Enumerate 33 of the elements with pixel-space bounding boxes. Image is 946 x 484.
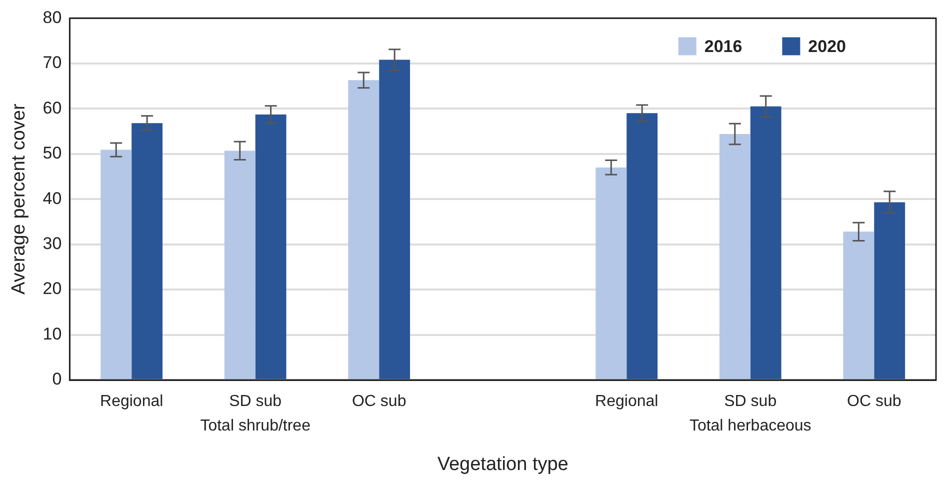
y-tick-label: 10 <box>42 324 62 344</box>
x-tick-label: SD sub <box>229 393 282 410</box>
bar <box>719 134 750 379</box>
bar <box>626 113 658 379</box>
y-tick-label: 20 <box>42 279 62 298</box>
y-tick-label: 40 <box>42 188 62 208</box>
bar <box>255 114 286 379</box>
x-tick-label: Regional <box>595 393 658 410</box>
bar <box>750 106 782 379</box>
y-tick-label: 50 <box>42 144 62 163</box>
x-tick-label: OC sub <box>352 393 406 410</box>
bar <box>379 60 410 379</box>
bar <box>132 123 163 379</box>
x-tick-label: SD sub <box>724 393 777 410</box>
y-tick-label: 60 <box>42 98 62 118</box>
y-tick-label: 30 <box>42 234 62 254</box>
bar <box>100 150 132 379</box>
y-axis-title: Average percent cover <box>8 103 30 295</box>
legend-label: 2020 <box>808 36 846 56</box>
text: Total herbaceous <box>689 417 812 434</box>
bar <box>224 150 256 379</box>
x-tick-label: Regional <box>100 393 164 410</box>
y-tick-label: 0 <box>52 370 62 389</box>
bar <box>596 167 627 379</box>
legend-label: 2016 <box>704 36 742 56</box>
bar <box>874 202 906 379</box>
text: Total shrub/tree <box>200 417 311 434</box>
bar <box>843 232 874 379</box>
bar <box>348 80 380 379</box>
y-tick-label: 80 <box>42 8 62 27</box>
x-axis-title: Vegetation type <box>437 454 568 475</box>
y-tick-label: 70 <box>42 53 62 72</box>
x-tick-label: OC sub <box>846 393 902 410</box>
